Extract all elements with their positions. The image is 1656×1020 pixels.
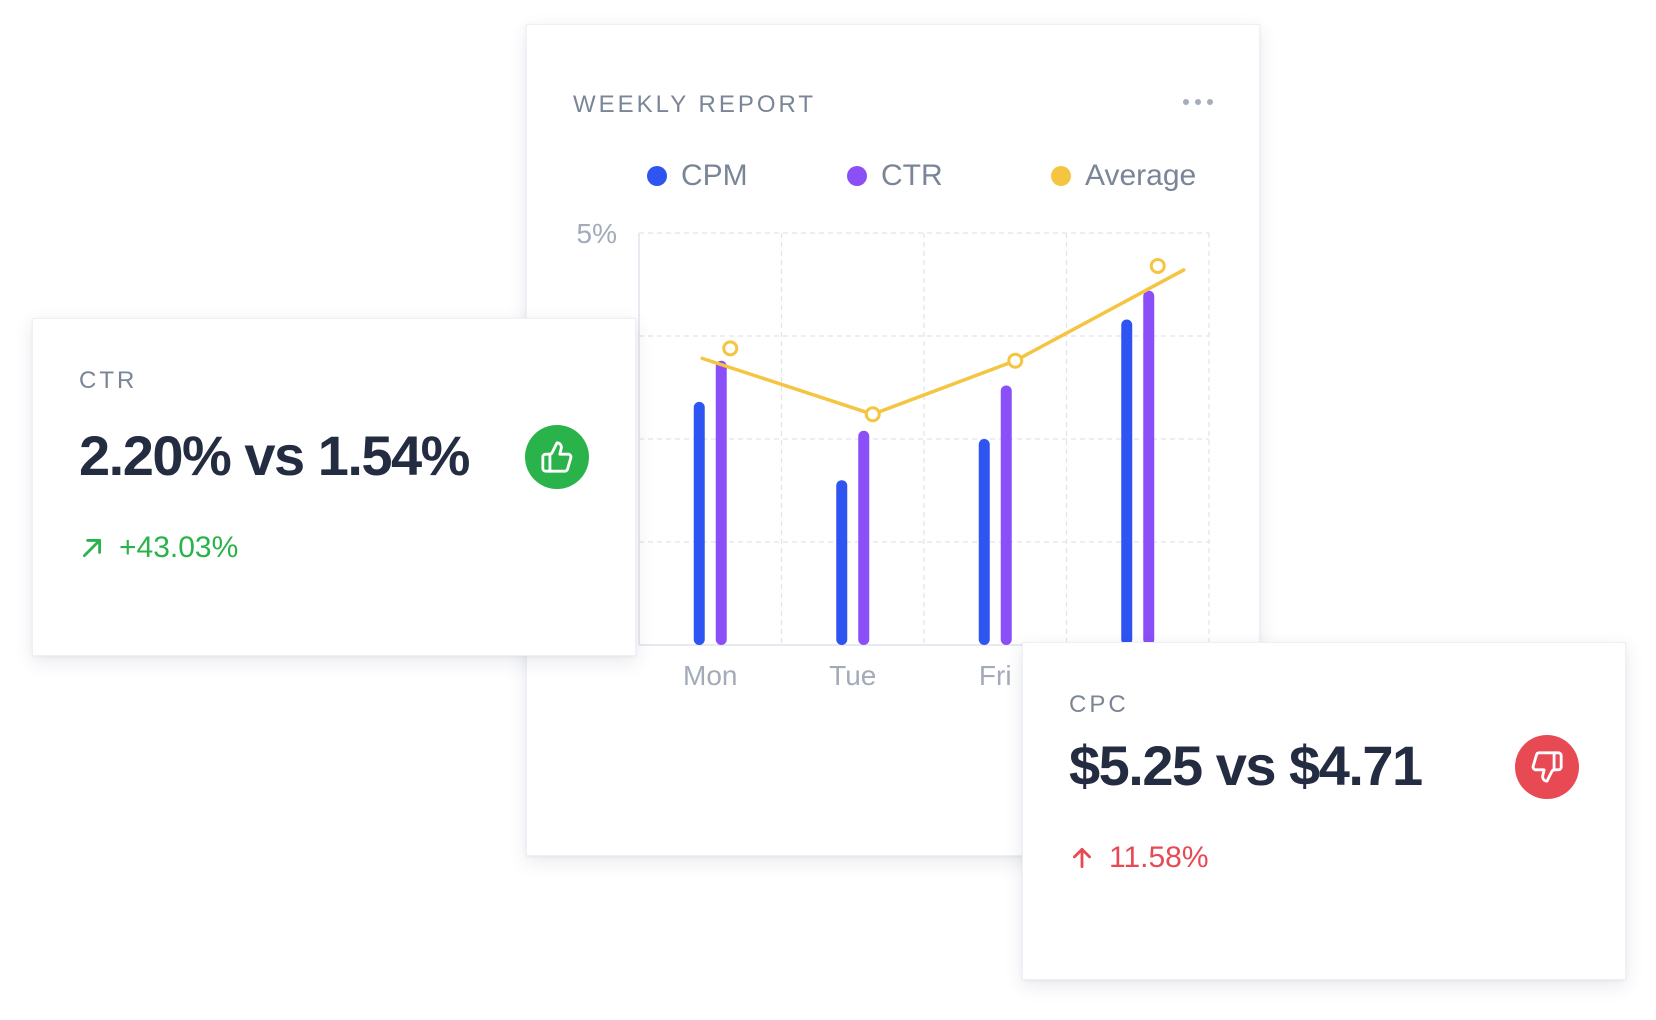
bar-ctr xyxy=(1143,290,1155,645)
bar-cpm xyxy=(693,401,705,645)
ctr-value: 2.20% vs 1.54% xyxy=(79,424,470,487)
legend-label-cpm: CPM xyxy=(681,159,748,192)
bar-ctr xyxy=(1000,385,1012,645)
x-tick-label: Tue xyxy=(829,660,876,691)
weekly-chart: 5% Mon Tue Fri xyxy=(577,218,1210,691)
y-tick-label: 5% xyxy=(577,218,617,249)
bar-cpm xyxy=(1121,319,1133,645)
x-tick-label: Fri xyxy=(979,660,1012,691)
thumbs-down-icon[interactable] xyxy=(1515,735,1579,799)
legend-item-cpm[interactable]: CPM xyxy=(647,159,748,193)
cpc-metric-card: CPC $5.25 vs $4.71 11.58% xyxy=(1022,642,1626,980)
ctr-change: +43.03% xyxy=(79,531,238,565)
legend-label-average: Average xyxy=(1085,159,1197,192)
point-average xyxy=(722,340,739,357)
more-horizontal-icon[interactable] xyxy=(1183,99,1213,105)
legend-dot-cpm xyxy=(647,166,667,186)
x-tick-label: Mon xyxy=(683,660,737,691)
cpc-value: $5.25 vs $4.71 xyxy=(1069,734,1423,797)
line-average xyxy=(700,268,1186,417)
point-average xyxy=(1007,352,1024,369)
ctr-label: CTR xyxy=(79,367,138,394)
cpc-change-value: 11.58% xyxy=(1109,841,1209,874)
thumbs-up-icon[interactable] xyxy=(525,425,589,489)
bar-ctr xyxy=(858,430,870,645)
legend-item-average[interactable]: Average xyxy=(1051,159,1196,193)
ctr-metric-card: CTR 2.20% vs 1.54% +43.03% xyxy=(32,318,636,656)
weekly-report-card: WEEKLY REPORT CPM CTR Average 5% Mon Tue Fr… xyxy=(526,24,1260,856)
legend-item-ctr[interactable]: CTR xyxy=(847,159,943,193)
cpc-label: CPC xyxy=(1069,691,1129,718)
bar-cpm xyxy=(978,439,990,645)
arrow-up-right-icon xyxy=(83,539,101,557)
point-average xyxy=(1149,257,1166,274)
point-average xyxy=(864,406,881,423)
cpc-change: 11.58% xyxy=(1069,841,1209,875)
ctr-change-value: +43.03% xyxy=(119,531,239,564)
legend-dot-average xyxy=(1051,166,1071,186)
arrow-up-icon xyxy=(1073,847,1091,869)
chart-legend: CPM CTR Average xyxy=(527,159,1259,199)
bar-ctr xyxy=(715,360,727,645)
bar-cpm xyxy=(836,480,848,645)
legend-label-ctr: CTR xyxy=(881,159,943,192)
report-title: WEEKLY REPORT xyxy=(573,91,817,118)
legend-dot-ctr xyxy=(847,166,867,186)
